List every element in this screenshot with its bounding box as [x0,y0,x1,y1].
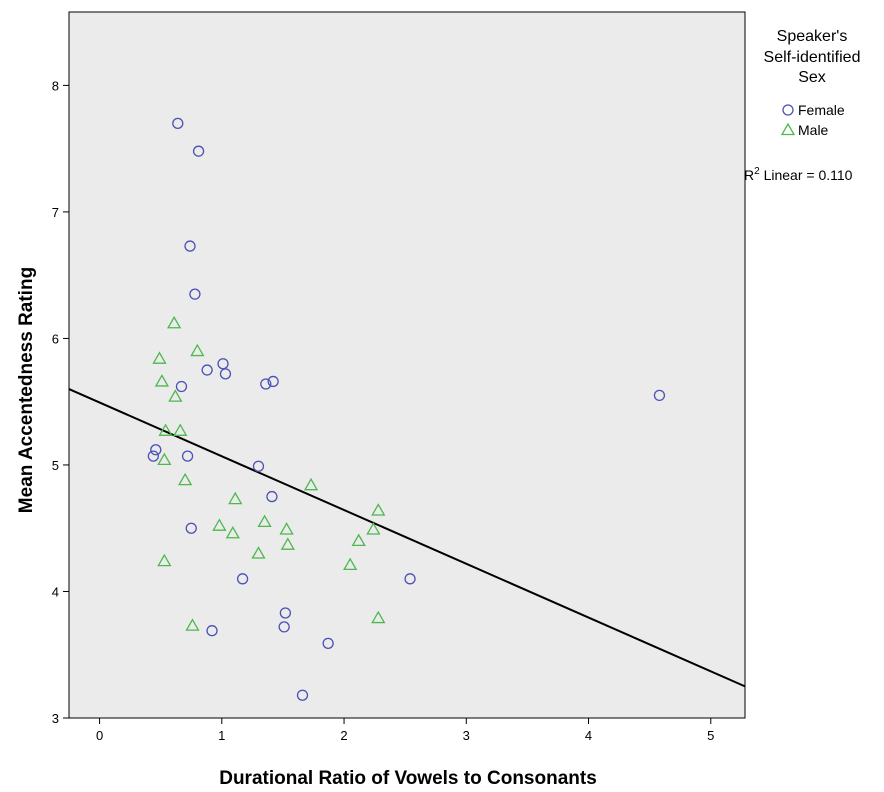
male-data-point [303,477,319,491]
male-data-point [168,389,183,402]
x-axis-title: Durational Ratio of Vowels to Consonants [219,768,597,789]
female-data-point [322,637,334,650]
female-data-point [278,621,290,633]
female-data-point [184,240,196,252]
male-data-point [212,518,227,531]
y-axis-title: Mean Accentedness Rating [16,267,37,513]
x-tick-label: 2 [340,728,347,743]
male-data-point [158,423,173,436]
male-data-point [371,610,386,624]
legend-female-marker [782,104,794,116]
x-tick-label: 3 [463,728,470,743]
male-data-point [154,374,170,387]
y-tick-label: 3 [52,711,59,726]
y-tick-label: 5 [52,458,59,473]
female-data-point [217,358,229,370]
legend-items: Female Male [780,102,845,138]
x-tick-label: 1 [218,728,225,743]
x-tick-label: 0 [96,728,103,743]
male-data-point [351,533,366,547]
male-data-point [228,491,243,505]
legend-title-line-2: Self-identified [764,49,861,66]
female-data-point [404,573,416,585]
r-squared-rest: Linear = 0.110 [760,167,853,183]
male-data-point [185,618,200,631]
male-data-point [279,522,294,535]
male-data-point [157,452,172,466]
legend: Speaker's Self-identified Sex Female Male [764,28,861,138]
female-data-point [260,378,272,390]
female-data-point [267,375,279,388]
y-axis: 3 4 5 6 7 8 [52,78,69,726]
y-tick-label: 8 [52,78,59,93]
female-data-point [185,522,197,534]
r-squared-label: R2 Linear = 0.110 [744,166,853,183]
male-data-point [280,537,295,550]
legend-female-label: Female [798,102,845,118]
regression-line [68,388,746,688]
female-data-point [266,490,278,503]
female-data-point [175,380,188,393]
male-data-point [366,522,381,535]
legend-male-label: Male [798,122,829,138]
male-data-point [190,343,205,357]
female-data-point [181,450,194,462]
x-tick-label: 4 [585,728,592,743]
male-data-point [257,514,272,528]
female-data-point [172,117,184,129]
female-data-point [189,288,201,300]
female-data-point [219,368,232,380]
legend-title-line-3: Sex [798,69,826,86]
female-data-point [192,145,205,157]
r-squared-superscript: 2 [754,166,760,177]
female-data-point [653,389,666,402]
legend-male-marker [780,122,796,136]
y-tick-label: 6 [52,331,59,346]
y-tick-label: 7 [52,205,59,220]
male-data-point [225,525,240,539]
male-data-point [157,553,172,567]
male-data-point [371,503,386,516]
male-data-point [173,423,188,436]
fit-line-layer [68,388,746,688]
x-axis: 0 1 2 3 4 5 [96,718,714,743]
x-tick-label: 5 [707,728,714,743]
y-tick-label: 4 [52,584,59,599]
female-data-point [236,573,249,585]
female-data-point [150,444,162,456]
female-data-point [206,625,218,637]
female-data-point [201,364,213,376]
plot-area [68,11,746,719]
female-data-point [279,607,292,619]
female-data-point [252,460,265,472]
male-data-point [343,557,358,571]
male-data-point [152,351,167,364]
female-data-point [296,689,309,701]
r-squared-base: R [744,167,754,183]
male-data-point [167,315,182,329]
male-data-point [251,546,266,559]
data-points-layer [147,117,666,701]
female-data-point [147,450,159,462]
male-data-point [178,472,193,486]
legend-title-line-1: Speaker's [777,28,848,45]
